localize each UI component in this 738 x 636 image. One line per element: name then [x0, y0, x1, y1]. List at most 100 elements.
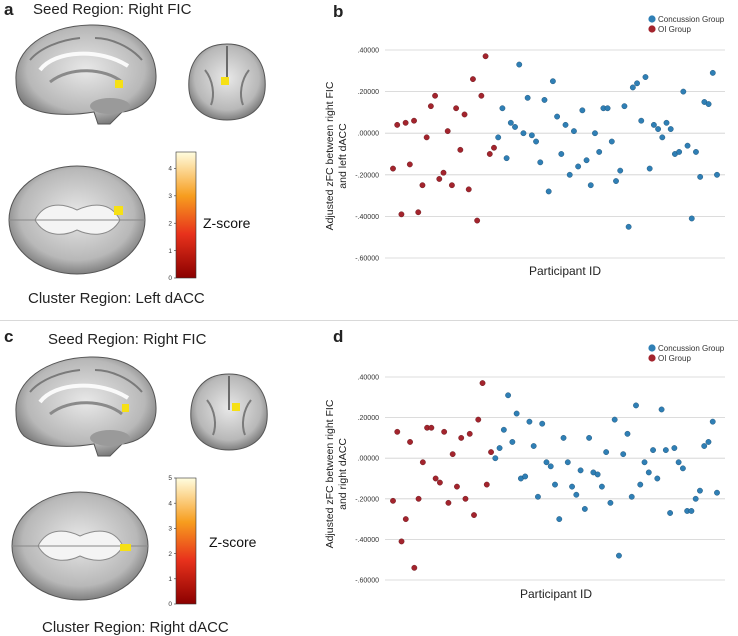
colorbar-tick-label: 3: [168, 526, 172, 533]
oi-point: [415, 209, 422, 216]
concussion-point: [688, 215, 695, 222]
concussion-point: [562, 121, 569, 128]
concussion-point: [625, 223, 632, 230]
concussion-point: [505, 392, 512, 399]
oi-point: [390, 165, 396, 172]
concussion-point: [522, 473, 529, 480]
oi-point: [436, 176, 443, 182]
oi-point: [415, 495, 422, 502]
oi-point: [398, 211, 405, 218]
colorbar-tick-label: 1: [168, 576, 172, 583]
oi-point: [482, 53, 489, 60]
y-tick-label: .40000: [358, 375, 380, 382]
y-tick-label: .40000: [358, 48, 380, 55]
legend: Concussion Group OI Group: [648, 344, 725, 363]
concussion-point: [533, 138, 539, 145]
oi-point: [441, 428, 448, 435]
concussion-point: [535, 493, 541, 500]
oi-point: [432, 475, 439, 482]
concussion-point: [613, 178, 619, 184]
cluster-region-label-c: Cluster Region: Right dACC: [42, 619, 229, 636]
colorbar-tick-label: 3: [168, 193, 172, 200]
concussion-point: [507, 119, 514, 126]
oi-point: [466, 430, 473, 437]
concussion-point: [543, 459, 550, 466]
y-axis-label-line2: and right dACC: [337, 438, 349, 510]
concussion-point: [688, 508, 695, 514]
concussion-point: [650, 121, 657, 128]
concussion-point: [577, 467, 584, 474]
panel-letter-d: d: [333, 327, 344, 346]
concussion-point: [552, 481, 558, 488]
concussion-point: [676, 149, 683, 155]
oi-point: [428, 424, 435, 431]
concussion-point: [714, 489, 720, 496]
colorbar-tick-label: 2: [168, 220, 172, 227]
concussion-point: [556, 516, 563, 523]
concussion-point: [671, 445, 678, 451]
concussion-point: [628, 493, 635, 500]
colorbar-tick-label: 4: [168, 500, 172, 507]
concussion-point: [692, 495, 699, 502]
colorbar-gradient: [175, 477, 197, 605]
colorbar-tick-label: 1: [168, 248, 172, 255]
activation-blob: [115, 80, 123, 88]
oi-point: [402, 119, 409, 126]
x-axis-label: Participant ID: [520, 587, 592, 601]
colorbar-gradient: [175, 151, 197, 279]
concussion-point: [596, 149, 603, 155]
concussion-point: [530, 443, 537, 449]
concussion-point: [566, 171, 573, 178]
oi-point: [458, 435, 465, 441]
seed-region-label-c: Seed Region: Right FIC: [48, 331, 207, 348]
concussion-point: [667, 126, 674, 132]
concussion-point: [554, 113, 561, 120]
oi-point: [449, 182, 455, 189]
oi-point: [479, 380, 486, 386]
concussion-point: [503, 155, 510, 162]
concussion-point: [560, 435, 567, 441]
concussion-point: [573, 491, 580, 498]
concussion-point: [549, 78, 556, 85]
concussion-point: [633, 402, 639, 409]
concussion-point: [608, 138, 615, 145]
concussion-point: [655, 126, 661, 132]
activation-blob: [120, 544, 131, 551]
y-tick-label: -.60000: [355, 578, 379, 585]
concussion-point: [679, 465, 686, 472]
concussion-point: [654, 475, 661, 482]
concussion-point: [646, 165, 653, 172]
concussion-point: [516, 61, 523, 68]
y-tick-label: -.40000: [355, 537, 379, 544]
sagittal-brain-image-a: [15, 24, 157, 125]
coronal-brain-image-a: [188, 43, 266, 121]
concussion-point: [607, 499, 614, 506]
seed-region-label-a: Seed Region: Right FIC: [33, 1, 192, 18]
oi-point: [436, 479, 443, 486]
concussion-point: [629, 84, 636, 91]
concussion-point: [701, 443, 708, 449]
concussion-point: [638, 117, 645, 124]
concussion-point: [697, 173, 704, 180]
concussion-point: [509, 439, 516, 445]
colorbar-tick-label: 0: [168, 275, 172, 282]
concussion-point: [603, 449, 610, 456]
concussion-point: [620, 451, 627, 458]
concussion-point: [617, 167, 624, 174]
concussion-point: [611, 416, 618, 423]
concussion-point: [592, 130, 598, 137]
concussion-point: [598, 483, 605, 490]
concussion-point: [604, 105, 611, 112]
legend-label-oi: OI Group: [658, 354, 691, 363]
oi-point: [449, 451, 456, 458]
concussion-point: [641, 459, 648, 466]
y-tick-label: .20000: [358, 415, 380, 422]
concussion-point: [539, 420, 546, 427]
oi-point: [488, 449, 494, 456]
legend-label-concussion: Concussion Group: [658, 344, 725, 353]
legend-label-oi: OI Group: [658, 25, 691, 34]
oi-point: [453, 105, 460, 112]
concussion-point: [547, 463, 554, 470]
concussion-point: [537, 159, 544, 166]
cluster-region-label-a: Cluster Region: Left dACC: [28, 290, 205, 307]
